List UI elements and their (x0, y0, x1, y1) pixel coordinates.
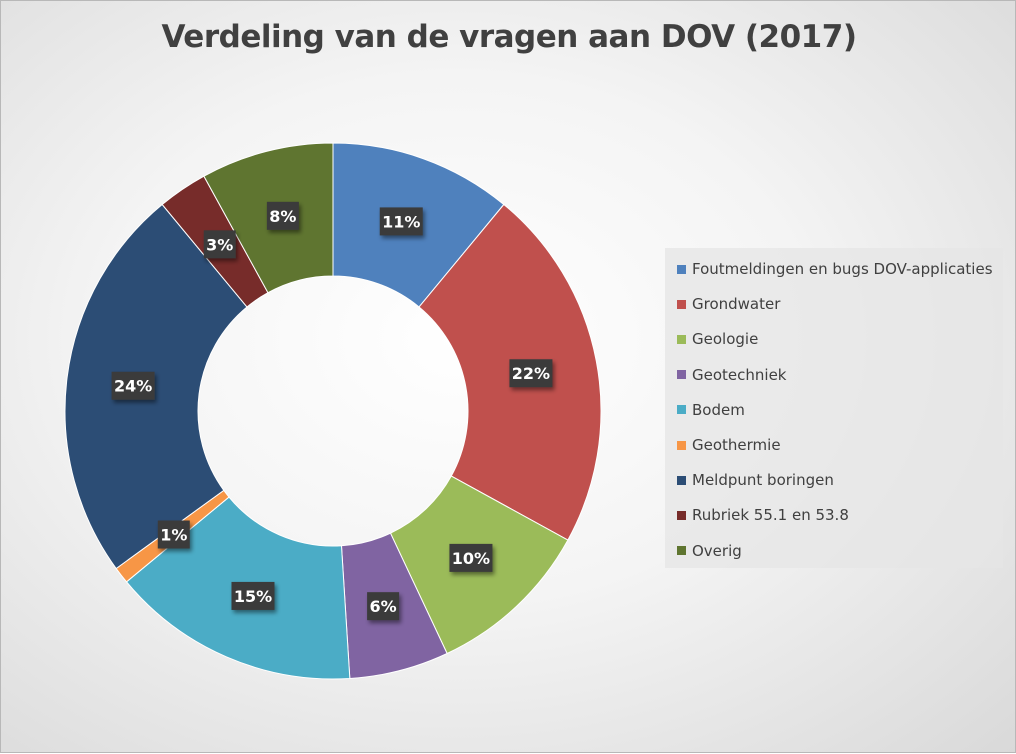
data-label: 15% (231, 581, 275, 610)
legend-swatch (677, 510, 686, 520)
data-label-box (231, 581, 275, 610)
legend-label: Geotechniek (692, 365, 787, 384)
data-label-text: 22% (512, 364, 550, 383)
data-label: 11% (379, 207, 423, 236)
legend-item: Meldpunt boringen (677, 471, 834, 489)
data-label-box (266, 201, 299, 230)
data-label-text: 10% (452, 549, 490, 568)
legend-swatch (677, 440, 686, 450)
data-label-text: 24% (114, 377, 152, 396)
legend-swatch (677, 264, 686, 274)
data-label-text: 15% (234, 587, 272, 606)
legend-label: Geologie (692, 330, 759, 349)
legend-label: Geothermie (692, 436, 781, 454)
legend-item: Bodem (677, 401, 745, 419)
data-label: 22% (509, 359, 553, 388)
data-label: 24% (111, 371, 155, 400)
data-label-box (379, 207, 423, 236)
legend-item: Geologie (677, 330, 758, 348)
legend-swatch (677, 334, 686, 344)
legend-label: Grondwater (692, 295, 781, 314)
legend-label: Meldpunt boringen (692, 471, 834, 490)
data-label-box (111, 371, 155, 400)
legend-label: Overig (692, 541, 742, 560)
legend-item: Grondwater (677, 295, 780, 313)
legend: Foutmeldingen en bugs DOV-applicaties Gro… (665, 248, 1003, 568)
data-label: 3% (203, 230, 236, 259)
legend-item: Geotechniek (677, 366, 786, 384)
legend-swatch (677, 405, 686, 415)
legend-item: Overig (677, 542, 742, 560)
legend-label: Foutmeldingen en bugs DOV-applicaties (692, 260, 993, 278)
chart-title: Verdeling van de vragen aan DOV (2017) (161, 19, 857, 55)
data-label-text: 8% (269, 207, 296, 226)
data-label-box (203, 230, 236, 259)
data-label-box (509, 359, 553, 388)
data-label-text: 6% (370, 597, 397, 616)
legend-swatch (677, 546, 686, 556)
legend-label: Bodem (692, 400, 745, 419)
data-label-text: 11% (382, 212, 420, 231)
legend-item: Foutmeldingen en bugs DOV-applicaties (677, 260, 993, 278)
data-label-box (157, 520, 190, 549)
legend-swatch (677, 475, 686, 485)
data-label: 10% (449, 543, 493, 572)
legend-swatch (677, 299, 686, 309)
legend-item: Geothermie (677, 436, 781, 454)
data-label: 6% (367, 592, 400, 621)
legend-swatch (677, 370, 686, 380)
data-label-box (367, 592, 400, 621)
data-label: 1% (157, 520, 190, 549)
data-label-text: 3% (206, 235, 233, 254)
legend-label: Rubriek 55.1 en 53.8 (692, 506, 849, 525)
data-label-text: 1% (160, 526, 187, 545)
data-label: 8% (266, 201, 299, 230)
donut-slice-7 (64, 203, 248, 570)
data-label-box (449, 543, 493, 572)
legend-item: Rubriek 55.1 en 53.8 (677, 506, 849, 524)
